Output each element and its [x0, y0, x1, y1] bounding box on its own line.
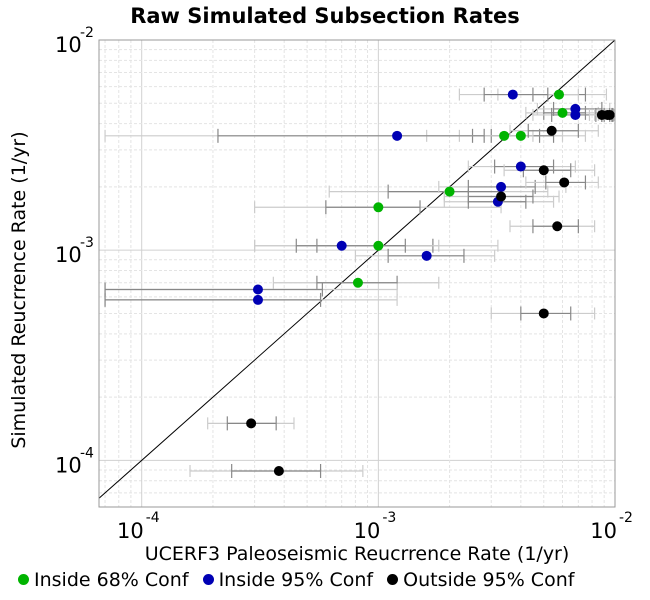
legend-item-outside95: Outside 95% Conf	[387, 569, 574, 591]
legend-label: Inside 95% Conf	[218, 568, 374, 591]
x-tick-base: 10	[590, 519, 617, 543]
y-tick-exponent: -4	[80, 445, 94, 461]
x-tick-exponent: -2	[619, 510, 633, 526]
x-tick-label: 10-4	[117, 510, 160, 543]
data-point	[373, 240, 384, 251]
data-point	[499, 130, 510, 141]
data-point	[273, 466, 284, 477]
reference-line	[98, 39, 616, 499]
data-point	[496, 181, 507, 192]
y-tick-label: 10-2	[55, 25, 94, 57]
data-point	[604, 109, 615, 120]
x-tick-exponent: -4	[146, 510, 160, 526]
x-ticks: 10-410-310-2	[117, 510, 633, 543]
y-tick-exponent: -2	[80, 25, 94, 41]
x-tick-base: 10	[117, 519, 144, 543]
legend-item-inside95: Inside 95% Conf	[202, 568, 374, 591]
data-point	[507, 89, 518, 100]
x-tick-exponent: -3	[382, 510, 396, 526]
legend-marker	[202, 574, 214, 585]
legend-item-inside68: Inside 68% Conf	[18, 569, 189, 591]
data-point	[496, 191, 507, 202]
data-point	[557, 107, 568, 118]
data-point	[336, 240, 347, 251]
data-point	[515, 161, 526, 172]
plot-area	[99, 40, 615, 507]
data-point	[252, 294, 263, 305]
grid	[99, 39, 616, 508]
data-point	[538, 165, 549, 176]
legend-marker	[18, 574, 29, 585]
x-tick-base: 10	[354, 519, 381, 543]
legend-marker	[387, 574, 399, 585]
one-to-one-line	[98, 39, 616, 499]
data-point	[559, 177, 570, 188]
y-ticks: 10-410-310-2	[55, 25, 94, 477]
data-point	[373, 202, 384, 213]
data-point	[570, 109, 581, 120]
chart-title: Raw Simulated Subsection Rates	[130, 4, 520, 28]
x-axis-label: UCERF3 Paleoseismic Reucrrence Rate (1/y…	[145, 543, 570, 565]
y-tick-label: 10-4	[55, 445, 94, 477]
y-tick-base: 10	[55, 33, 82, 57]
legend-label: Inside 68% Conf	[34, 568, 189, 591]
y-tick-base: 10	[55, 453, 82, 477]
legend: Inside 68% Conf Inside 95% Conf Outside …	[18, 568, 648, 591]
data-point	[421, 250, 432, 261]
data-point	[444, 186, 455, 197]
data-point	[352, 277, 363, 288]
plot-frame	[98, 39, 616, 508]
x-tick-label: 10-2	[590, 510, 633, 543]
data-point	[546, 125, 557, 136]
y-tick-base: 10	[55, 243, 82, 267]
x-tick-label: 10-3	[354, 510, 397, 543]
data-point	[252, 284, 263, 295]
data-point	[515, 130, 526, 141]
data-point	[554, 89, 565, 100]
data-point	[538, 308, 549, 319]
data-points	[246, 89, 615, 477]
y-tick-exponent: -3	[80, 235, 94, 251]
legend-label: Outside 95% Conf	[403, 568, 575, 591]
data-point	[246, 418, 257, 429]
y-axis-label: Simulated Reucrrence Rate (1/yr)	[8, 131, 30, 448]
y-tick-label: 10-3	[55, 235, 94, 267]
data-point	[552, 221, 563, 232]
data-point	[392, 130, 403, 141]
